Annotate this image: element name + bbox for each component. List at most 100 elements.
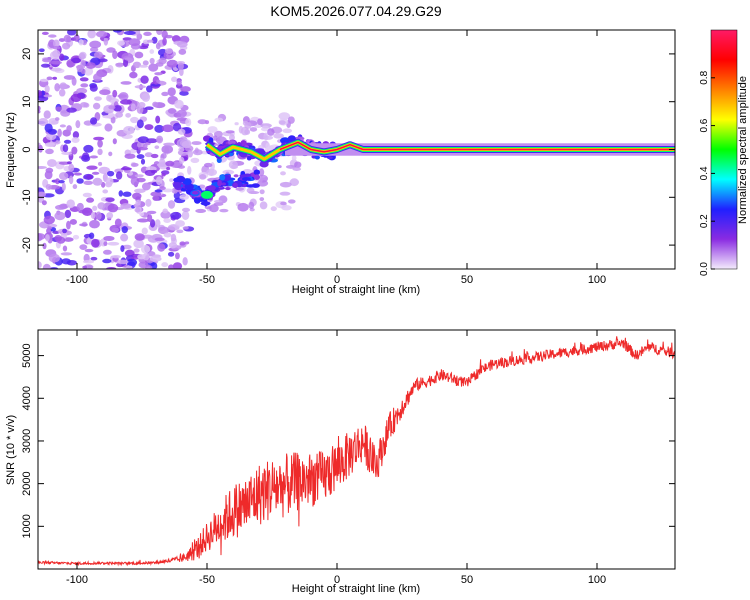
heatmap-cell	[289, 178, 299, 187]
heatmap-cell	[170, 233, 177, 242]
heatmap-cell	[62, 245, 68, 252]
heatmap-cell	[126, 258, 138, 267]
heatmap-cell	[219, 208, 229, 213]
heatmap-cell	[68, 163, 75, 172]
heatmap-cell	[244, 122, 252, 130]
heatmap-cell	[58, 89, 66, 97]
heatmap-cell	[102, 115, 114, 119]
heatmap-cell	[61, 151, 73, 155]
heatmap-cell	[152, 101, 159, 108]
heatmap-cell	[140, 158, 146, 165]
heatmap-cell	[137, 136, 149, 144]
heatmap-cell	[66, 107, 77, 113]
heatmap-cell	[99, 89, 111, 96]
heatmap-cell	[116, 259, 129, 265]
heatmap-cell	[134, 188, 146, 193]
heatmap-cell	[117, 40, 125, 46]
heatmap-cell	[213, 202, 224, 206]
heatmap-cell	[38, 191, 46, 198]
heatmap-cell	[172, 182, 182, 189]
heatmap-cell	[108, 105, 116, 110]
heatmap-cell	[70, 93, 82, 103]
heatmap-cell	[103, 36, 109, 46]
heatmap-cell	[112, 138, 117, 145]
heatmap-cell	[58, 179, 65, 184]
heatmap-cell	[45, 167, 54, 174]
heatmap-cell	[140, 244, 151, 254]
heatmap-cell	[121, 226, 128, 234]
heatmap-cell	[50, 60, 62, 65]
heatmap-cell	[45, 183, 52, 191]
heatmap-cell	[118, 190, 124, 197]
heatmap-cell	[52, 39, 60, 48]
heatmap-cell	[280, 201, 287, 206]
heatmap-cell	[164, 48, 173, 55]
heatmap-cell	[181, 140, 192, 149]
heatmap-cell	[114, 218, 122, 228]
heatmap-cell	[91, 238, 100, 248]
heatmap-cell	[44, 85, 50, 93]
heatmap-cell	[52, 49, 61, 58]
heatmap-cell	[59, 124, 66, 128]
y-tick-label: -10	[21, 189, 33, 205]
heatmap-cell	[102, 189, 109, 194]
heatmap-cell	[179, 194, 190, 201]
heatmap-cell	[90, 211, 96, 219]
heatmap-cell	[61, 182, 66, 191]
heatmap-cell	[38, 118, 49, 126]
snr-y-axis-label: SNR (10 * v/v)	[5, 415, 17, 485]
heatmap-cell	[281, 205, 292, 211]
figure-title: KOM5.2026.077.04.29.G29	[270, 3, 441, 19]
colorbar-ticks: 0.0 0.2 0.4 0.6 0.8	[699, 70, 715, 276]
x-tick-label: -50	[199, 574, 215, 586]
heatmap-cell	[206, 168, 218, 176]
heatmap-cell	[234, 122, 239, 126]
heatmap-cell	[160, 210, 171, 219]
heatmap-cell	[112, 50, 118, 60]
colorbar-frame	[710, 29, 738, 270]
heatmap-cell	[67, 30, 77, 36]
heatmap-cell	[71, 57, 81, 64]
heatmap-cell	[89, 84, 98, 92]
heatmap-cell	[192, 149, 203, 156]
heatmap-cell	[89, 219, 100, 229]
heatmap-cell	[270, 206, 277, 212]
heatmap-cell	[171, 35, 181, 43]
heatmap-cell	[149, 219, 156, 228]
heatmap-cell	[117, 94, 127, 98]
heatmap-cell	[213, 199, 223, 204]
heatmap-cell	[83, 66, 94, 76]
heatmap-cell	[50, 67, 62, 72]
heatmap-cell	[140, 75, 149, 84]
heatmap-cell	[82, 192, 92, 198]
heatmap-cell	[257, 118, 263, 126]
heatmap-cell	[184, 241, 190, 245]
heatmap-cell	[92, 205, 98, 211]
heatmap-cell	[203, 162, 213, 168]
heatmap-cell	[259, 160, 269, 168]
heatmap-cell	[80, 83, 89, 88]
heatmap-cell	[144, 169, 156, 177]
x-tick-label: 50	[461, 574, 473, 586]
heatmap-cell	[187, 165, 192, 175]
heatmap-cell	[143, 31, 152, 36]
heatmap-cell	[110, 116, 116, 124]
heatmap-cell	[265, 142, 271, 151]
heatmap-cell	[90, 256, 98, 261]
heatmap-cell	[249, 127, 258, 132]
heatmap-cell	[40, 63, 51, 68]
heatmap-cell	[54, 117, 60, 121]
heatmap-cell	[193, 196, 201, 204]
heatmap-cell	[106, 94, 112, 102]
heatmap-cell	[38, 144, 43, 153]
heatmap-cell	[180, 86, 191, 93]
heatmap-cell	[120, 99, 132, 105]
heatmap-cell	[98, 166, 111, 175]
heatmap-cell	[120, 233, 129, 242]
heatmap-cell	[76, 202, 84, 211]
colorbar-label: Normalized spectral amplitude	[737, 76, 749, 224]
heatmap-cell	[133, 248, 140, 253]
heatmap-cell	[107, 203, 119, 213]
heatmap-cell	[114, 168, 124, 174]
heatmap-cell	[219, 174, 226, 181]
